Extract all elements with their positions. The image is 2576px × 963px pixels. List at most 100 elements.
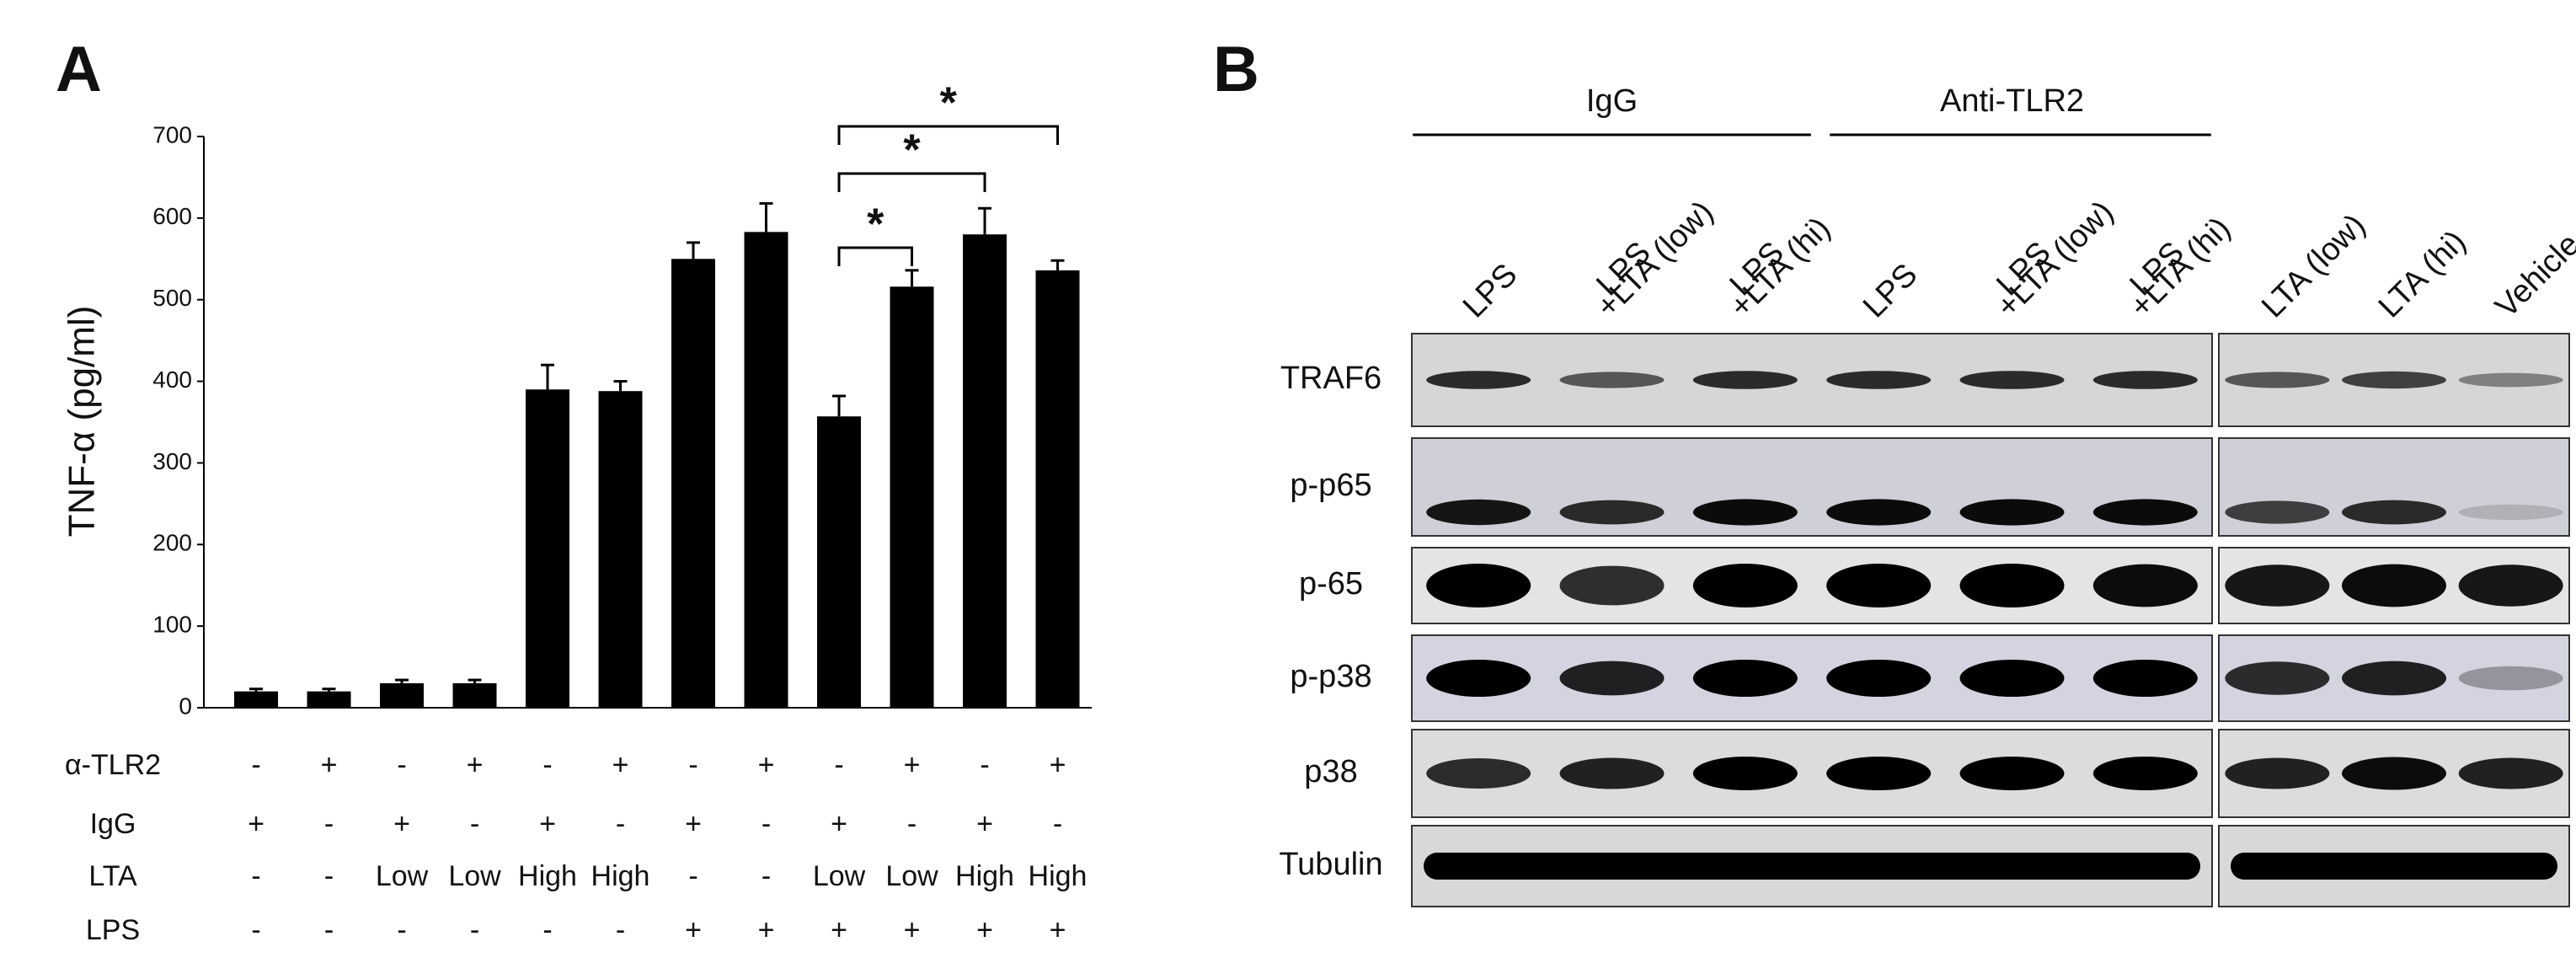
condition-value: - bbox=[542, 749, 552, 781]
y-tick-label: 600 bbox=[152, 203, 192, 229]
condition-value: - bbox=[324, 914, 334, 946]
error-bar bbox=[249, 687, 263, 692]
lane-label: LTA (low) bbox=[2255, 207, 2372, 324]
lane-label: Vehicle bbox=[2488, 227, 2576, 324]
condition-value: + bbox=[976, 914, 993, 946]
bar bbox=[380, 682, 424, 708]
band bbox=[1959, 499, 2065, 526]
band bbox=[2342, 564, 2446, 607]
condition-value: - bbox=[762, 808, 771, 840]
band bbox=[2458, 666, 2563, 691]
error-bar bbox=[541, 363, 554, 390]
band bbox=[2231, 853, 2557, 880]
band bbox=[1826, 660, 1932, 697]
row-label: p38 bbox=[1304, 754, 1357, 789]
band bbox=[1692, 371, 1798, 389]
condition-value: + bbox=[393, 808, 410, 840]
condition-value: - bbox=[834, 749, 843, 781]
band bbox=[1559, 372, 1665, 388]
y-tick-label: 200 bbox=[152, 530, 192, 556]
band bbox=[2342, 371, 2446, 389]
band bbox=[2342, 661, 2446, 696]
bar bbox=[452, 682, 497, 708]
band bbox=[2458, 372, 2563, 388]
condition-value: + bbox=[976, 808, 993, 840]
error-bar bbox=[322, 687, 336, 692]
band bbox=[1426, 758, 1531, 789]
band bbox=[2092, 499, 2198, 526]
condition-value: + bbox=[758, 914, 775, 946]
significance-label: * bbox=[903, 126, 921, 175]
condition-value: + bbox=[321, 749, 338, 781]
condition-value: - bbox=[1053, 808, 1062, 840]
panel-label: B bbox=[1213, 34, 1259, 105]
band bbox=[1692, 757, 1798, 790]
band bbox=[1826, 371, 1932, 389]
band bbox=[1959, 660, 2065, 697]
condition-value: + bbox=[248, 808, 265, 840]
significance-label: * bbox=[867, 201, 884, 249]
condition-value: + bbox=[831, 808, 847, 840]
condition-value: - bbox=[542, 914, 552, 946]
band bbox=[2458, 564, 2563, 607]
error-bar bbox=[687, 241, 700, 259]
condition-value: - bbox=[251, 860, 260, 892]
band bbox=[2092, 564, 2198, 607]
band bbox=[2458, 757, 2563, 789]
blot-panel bbox=[1411, 634, 2213, 722]
error-bar bbox=[978, 206, 991, 235]
y-tick-label: 400 bbox=[152, 366, 192, 393]
condition-name: α-TLR2 bbox=[65, 749, 161, 781]
y-tick-label: 500 bbox=[152, 285, 192, 311]
group-label: IgG bbox=[1586, 83, 1638, 119]
condition-value: Low bbox=[885, 860, 938, 892]
condition-value: Low bbox=[448, 860, 501, 892]
band bbox=[2225, 372, 2330, 388]
error-bar bbox=[613, 380, 628, 392]
band bbox=[2225, 500, 2330, 524]
condition-value: Low bbox=[376, 860, 429, 892]
band bbox=[1559, 661, 1665, 696]
bar bbox=[963, 234, 1007, 708]
condition-value: - bbox=[688, 749, 697, 781]
y-axis-label: TNF-α (pg/ml) bbox=[61, 306, 103, 538]
band bbox=[2092, 757, 2198, 790]
condition-value: High bbox=[1029, 860, 1088, 892]
condition-name: LTA bbox=[88, 860, 137, 892]
band bbox=[1426, 564, 1531, 607]
condition-value: + bbox=[758, 749, 775, 781]
bar bbox=[817, 416, 861, 708]
blot-panel bbox=[1411, 729, 2213, 818]
condition-value: + bbox=[539, 808, 556, 840]
row-label: p-p38 bbox=[1290, 659, 1371, 694]
significance-bracket bbox=[837, 125, 1059, 145]
condition-value: - bbox=[688, 860, 697, 892]
condition-value: - bbox=[251, 749, 260, 781]
significance-label: * bbox=[940, 79, 958, 128]
bar bbox=[307, 691, 351, 708]
band bbox=[1959, 757, 2065, 790]
band bbox=[1426, 660, 1531, 697]
lane-label: LTA (hi) bbox=[2372, 224, 2473, 325]
condition-value: - bbox=[762, 860, 771, 892]
band bbox=[2092, 371, 2198, 389]
condition-value: - bbox=[980, 749, 989, 781]
blot-panel bbox=[1411, 333, 2213, 427]
blot-panel bbox=[1411, 547, 2213, 624]
lane-label: LPS bbox=[1456, 257, 1524, 324]
group-label: Anti-TLR2 bbox=[1940, 83, 2084, 119]
band bbox=[1826, 564, 1932, 607]
lane-label: LPS bbox=[1857, 257, 1924, 324]
condition-value: + bbox=[904, 914, 921, 946]
blot-panel bbox=[1411, 437, 2213, 537]
row-label: TRAF6 bbox=[1280, 361, 1382, 396]
condition-value: - bbox=[470, 808, 479, 840]
row-label: p-p65 bbox=[1290, 468, 1371, 503]
condition-value: - bbox=[470, 914, 479, 946]
y-tick-label: 700 bbox=[152, 121, 192, 147]
condition-value: + bbox=[685, 808, 702, 840]
band bbox=[1692, 564, 1798, 607]
error-bar bbox=[759, 201, 773, 233]
condition-value: + bbox=[1050, 749, 1066, 781]
